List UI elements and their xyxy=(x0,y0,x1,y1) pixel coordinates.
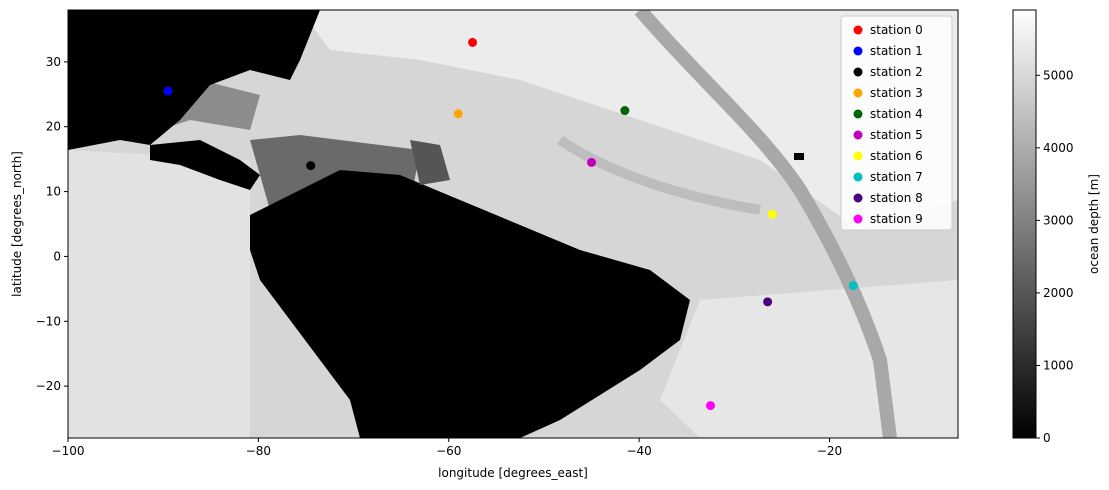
pacific-basin xyxy=(68,150,250,438)
y-tick-label: 20 xyxy=(46,120,61,134)
legend-label-1: station 1 xyxy=(870,44,923,58)
south-atlantic-basin xyxy=(660,280,958,438)
station-marker-7 xyxy=(848,281,858,291)
legend-marker-0 xyxy=(853,25,863,35)
x-axis-ticks: −100 −80 −60 −40 −20 xyxy=(52,438,842,458)
station-marker-3 xyxy=(453,109,463,119)
lesser-antilles xyxy=(410,140,450,185)
legend-marker-9 xyxy=(853,214,863,224)
legend-label-2: station 2 xyxy=(870,65,923,79)
y-axis-label: latitude [degrees_north] xyxy=(10,151,24,297)
legend-label-8: station 8 xyxy=(870,191,923,205)
colorbar-tick-label: 2000 xyxy=(1043,286,1074,300)
x-tick-label: −20 xyxy=(817,444,842,458)
legend-label-3: station 3 xyxy=(870,86,923,100)
y-tick-label: −10 xyxy=(36,314,61,328)
station-marker-8 xyxy=(763,297,773,307)
legend-label-5: station 5 xyxy=(870,128,923,142)
y-axis-ticks: −20 −10 0 10 20 30 xyxy=(36,55,68,393)
map-area xyxy=(68,10,958,438)
colorbar-tick-label: 3000 xyxy=(1043,213,1074,227)
south-america-land xyxy=(250,170,690,438)
legend-marker-6 xyxy=(853,151,863,161)
legend-label-6: station 6 xyxy=(870,149,923,163)
plot-frame xyxy=(67,9,959,439)
colorbar-tick-label: 0 xyxy=(1043,431,1051,445)
island xyxy=(794,153,804,160)
y-tick-label: −20 xyxy=(36,379,61,393)
colorbar-tick-label: 5000 xyxy=(1043,68,1074,82)
station-marker-9 xyxy=(706,401,716,411)
station-marker-0 xyxy=(468,37,478,47)
legend-label-0: station 0 xyxy=(870,23,923,37)
station-markers xyxy=(163,37,858,411)
legend-label-9: station 9 xyxy=(870,212,923,226)
legend-marker-1 xyxy=(853,46,863,56)
x-tick-label: −40 xyxy=(626,444,651,458)
colorbar-ticks: 0 1000 2000 3000 4000 5000 xyxy=(1036,68,1074,445)
station-marker-4 xyxy=(620,106,630,116)
colorbar: 0 1000 2000 3000 4000 5000 ocean depth [m] xyxy=(1012,9,1101,445)
station-marker-2 xyxy=(306,161,316,171)
x-axis-label: longitude [degrees_east] xyxy=(438,466,588,480)
colorbar-gradient xyxy=(1012,9,1037,439)
legend-box xyxy=(840,15,953,231)
legend-marker-7 xyxy=(853,172,863,182)
station-marker-1 xyxy=(163,86,173,96)
legend-marker-8 xyxy=(853,193,863,203)
y-tick-label: 30 xyxy=(46,55,61,69)
legend-marker-2 xyxy=(853,67,863,77)
colorbar-tick-label: 4000 xyxy=(1043,141,1074,155)
colorbar-label: ocean depth [m] xyxy=(1087,174,1101,274)
legend-label-7: station 7 xyxy=(870,170,923,184)
legend: station 0 station 1 station 2 station 3 stat… xyxy=(840,15,953,231)
mid-atlantic-ridge xyxy=(634,10,897,438)
x-tick-label: −60 xyxy=(436,444,461,458)
station-marker-5 xyxy=(587,157,597,167)
legend-marker-5 xyxy=(853,130,863,140)
colorbar-tick-label: 1000 xyxy=(1043,358,1074,372)
x-tick-label: −100 xyxy=(52,444,85,458)
legend-marker-4 xyxy=(853,109,863,119)
legend-label-4: station 4 xyxy=(870,107,923,121)
station-marker-6 xyxy=(767,209,777,219)
legend-marker-3 xyxy=(853,88,863,98)
x-tick-label: −80 xyxy=(246,444,271,458)
y-tick-label: 10 xyxy=(46,185,61,199)
north-america-land xyxy=(68,10,320,150)
y-tick-label: 0 xyxy=(53,249,61,263)
fracture-zone xyxy=(557,135,761,215)
central-america-land xyxy=(150,140,260,190)
